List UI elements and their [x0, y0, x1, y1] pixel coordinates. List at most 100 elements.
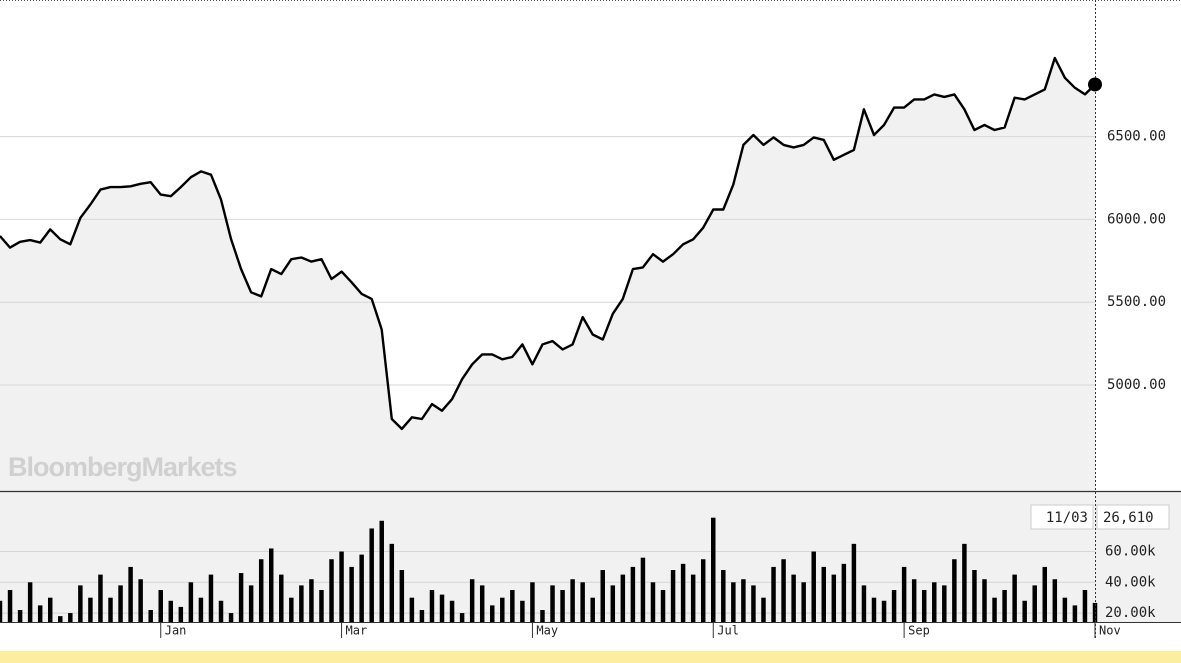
volume-bar [1062, 597, 1068, 622]
volume-bar [861, 585, 867, 622]
volume-bar [238, 573, 244, 622]
volume-bar [921, 590, 927, 622]
volume-bar [972, 570, 977, 622]
volume-bar [218, 600, 224, 622]
volume-bar [841, 563, 847, 622]
volume-bar [610, 585, 616, 622]
volume-bar [339, 551, 344, 622]
volume-bar [128, 566, 133, 622]
x-tick-label: Jul [717, 624, 739, 638]
volume-bar [680, 563, 686, 622]
volume-bar [188, 582, 194, 622]
volume-bar [510, 590, 515, 622]
volume-bar [942, 585, 947, 622]
y-tick-label: 5500.00 [1107, 294, 1166, 310]
volume-bar [409, 597, 415, 622]
footer-strip [0, 651, 1181, 663]
volume-bar [17, 610, 23, 622]
volume-bar [660, 590, 666, 622]
volume-bar [630, 566, 636, 622]
volume-bar [108, 597, 113, 622]
volume-bar [992, 597, 997, 622]
volume-bar [479, 585, 485, 622]
volume-bar [781, 559, 786, 622]
volume-bar [821, 566, 827, 622]
volume-bar [901, 566, 907, 622]
volume-bar [1032, 585, 1037, 622]
volume-bar [670, 570, 676, 622]
volume-bar [138, 579, 143, 622]
volume-bar [399, 570, 405, 622]
volume-bar [1072, 605, 1078, 622]
volume-bar [0, 600, 3, 622]
volume-bar [148, 610, 153, 622]
volume-bar [982, 579, 987, 622]
volume-bar [851, 543, 857, 622]
volume-bar [429, 590, 435, 622]
volume-bar [490, 605, 495, 622]
x-tick-label: May [536, 624, 558, 638]
volume-bar [791, 574, 796, 622]
area [0, 58, 1095, 491]
volume-bar [289, 597, 294, 622]
volume-bar [560, 590, 565, 622]
volume-bar [952, 559, 957, 622]
volume-bar [530, 582, 535, 622]
volume-bar [1082, 590, 1088, 622]
volume-bar [369, 528, 374, 622]
volume-bar [349, 566, 354, 622]
volume-bar [359, 554, 364, 622]
volume-bar [1042, 566, 1048, 622]
y2-tick-label: 40.00k [1105, 574, 1156, 590]
volume-bar [761, 597, 766, 622]
volume-bar [600, 570, 605, 622]
volume-bar [7, 590, 13, 622]
volume-bar [871, 597, 877, 622]
volume-bar [811, 551, 816, 622]
volume-bar [580, 582, 585, 622]
volume-bar [520, 600, 525, 622]
y2-tick-label: 20.00k [1105, 605, 1156, 621]
volume-bar [198, 597, 204, 622]
volume-bar [500, 597, 505, 622]
volume-bar [389, 543, 395, 622]
volume-bar [37, 605, 43, 622]
volume-bar [1052, 579, 1058, 622]
x-tick-label: Jan [165, 624, 187, 638]
volume-bar [962, 543, 967, 622]
volume-bar [932, 582, 937, 622]
volume-bar [911, 579, 917, 622]
volume-bar [319, 590, 324, 622]
volume-bar [650, 582, 656, 622]
last-point [1088, 77, 1102, 92]
volume-bar [228, 613, 234, 622]
volume-bar [419, 610, 425, 622]
volume-bar [309, 579, 314, 622]
cursor-label: 11/03 [1046, 510, 1088, 526]
volume-bar [459, 613, 465, 622]
volume-bar [329, 559, 334, 622]
volume-bar [449, 600, 455, 622]
volume-bar [208, 574, 214, 622]
y-tick-label: 6000.00 [1107, 211, 1166, 227]
volume-bar [620, 574, 626, 622]
value-label: 26,610 [1103, 510, 1154, 526]
volume-bar [27, 582, 33, 622]
volume-bar [58, 616, 63, 622]
volume-bar [1012, 574, 1017, 622]
volume-bar [68, 613, 73, 622]
value-label-box [1096, 504, 1170, 530]
volume-bar [258, 559, 264, 622]
volume-bar [570, 579, 575, 622]
price-line [0, 56, 1096, 431]
volume-bar [268, 548, 274, 622]
volume-bar [379, 520, 384, 622]
volume-bar [118, 585, 123, 622]
volume-bar [881, 600, 887, 622]
volume-bar [158, 590, 163, 622]
volume-bar [248, 585, 254, 622]
volume-bar [640, 557, 646, 622]
volume-bar [721, 570, 726, 622]
volume-bar [178, 606, 184, 622]
